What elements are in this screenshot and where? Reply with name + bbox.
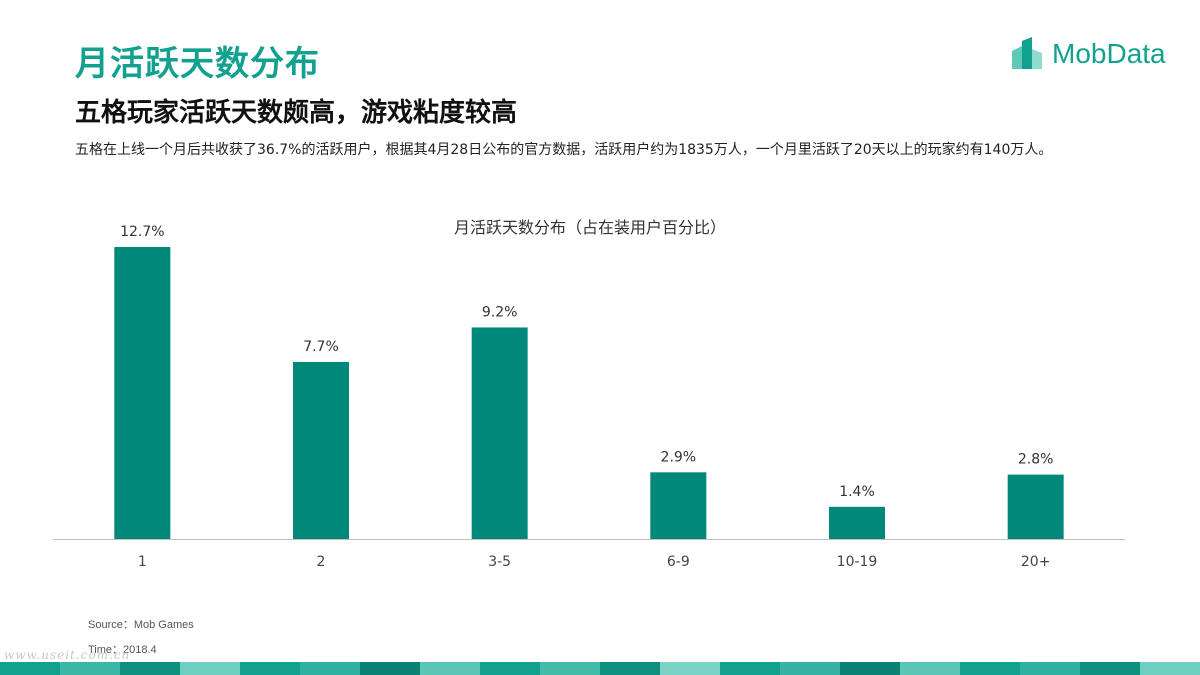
time-note: Time：2018.4: [88, 644, 157, 656]
bar-2: [293, 361, 349, 539]
footer-stripe: [0, 662, 1200, 675]
bar-1: [114, 246, 171, 539]
bar-3-5: [471, 327, 528, 539]
bar-6-9: [650, 472, 707, 539]
x-tick-label-10-19: 10-19: [837, 554, 878, 570]
x-tick-label-20+: 20+: [1021, 554, 1051, 570]
page-description: 五格在上线一个月后共收获了36.7%的活跃用户，根据其4月28日公布的官方数据，…: [75, 142, 1053, 158]
page-title: 月活跃天数分布: [75, 44, 320, 84]
mobdata-logo: MobData: [1010, 36, 1166, 72]
data-label-2: 7.7%: [303, 339, 339, 355]
data-label-10-19: 1.4%: [839, 484, 875, 500]
source-note: Source：Mob Games: [88, 619, 194, 631]
chart-title: 月活跃天数分布（占在装用户百分比）: [453, 218, 726, 237]
page-subtitle: 五格玩家活跃天数颇高，游戏粘度较高: [75, 98, 518, 128]
bar-10-19: [829, 506, 885, 539]
data-label-3-5: 9.2%: [482, 304, 518, 320]
x-tick-label-1: 1: [138, 554, 147, 570]
data-label-1: 12.7%: [120, 224, 164, 240]
data-label-6-9: 2.9%: [661, 449, 697, 465]
bar-20+: [1007, 474, 1064, 539]
logo-text: MobData: [1052, 38, 1166, 69]
x-tick-label-6-9: 6-9: [667, 554, 690, 570]
x-tick-label-3-5: 3-5: [488, 554, 511, 570]
x-tick-label-2: 2: [317, 554, 326, 570]
mobdata-logo-icon: [1012, 37, 1042, 69]
watermark: www.useit.com.cn: [4, 648, 131, 662]
data-label-20+: 2.8%: [1018, 452, 1054, 468]
